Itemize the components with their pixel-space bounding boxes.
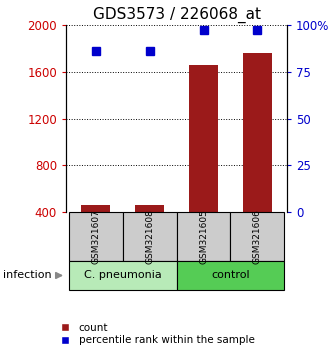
Text: GSM321607: GSM321607 [91, 209, 100, 264]
Bar [243, 53, 272, 212]
Bar [189, 65, 218, 212]
Text: GSM321605: GSM321605 [199, 209, 208, 264]
Legend: count, percentile rank within the sample: count, percentile rank within the sample [55, 322, 254, 345]
Bar [81, 205, 111, 212]
Title: GDS3573 / 226068_at: GDS3573 / 226068_at [92, 7, 261, 23]
Bar [177, 212, 230, 261]
Text: control: control [211, 270, 250, 280]
Bar [69, 261, 177, 290]
Bar [177, 261, 284, 290]
Text: GSM321608: GSM321608 [145, 209, 154, 264]
Bar [123, 212, 177, 261]
Bar [69, 212, 123, 261]
Bar [135, 205, 164, 212]
Text: infection: infection [3, 270, 52, 280]
Bar [230, 212, 284, 261]
Text: GSM321606: GSM321606 [253, 209, 262, 264]
Text: C. pneumonia: C. pneumonia [84, 270, 161, 280]
